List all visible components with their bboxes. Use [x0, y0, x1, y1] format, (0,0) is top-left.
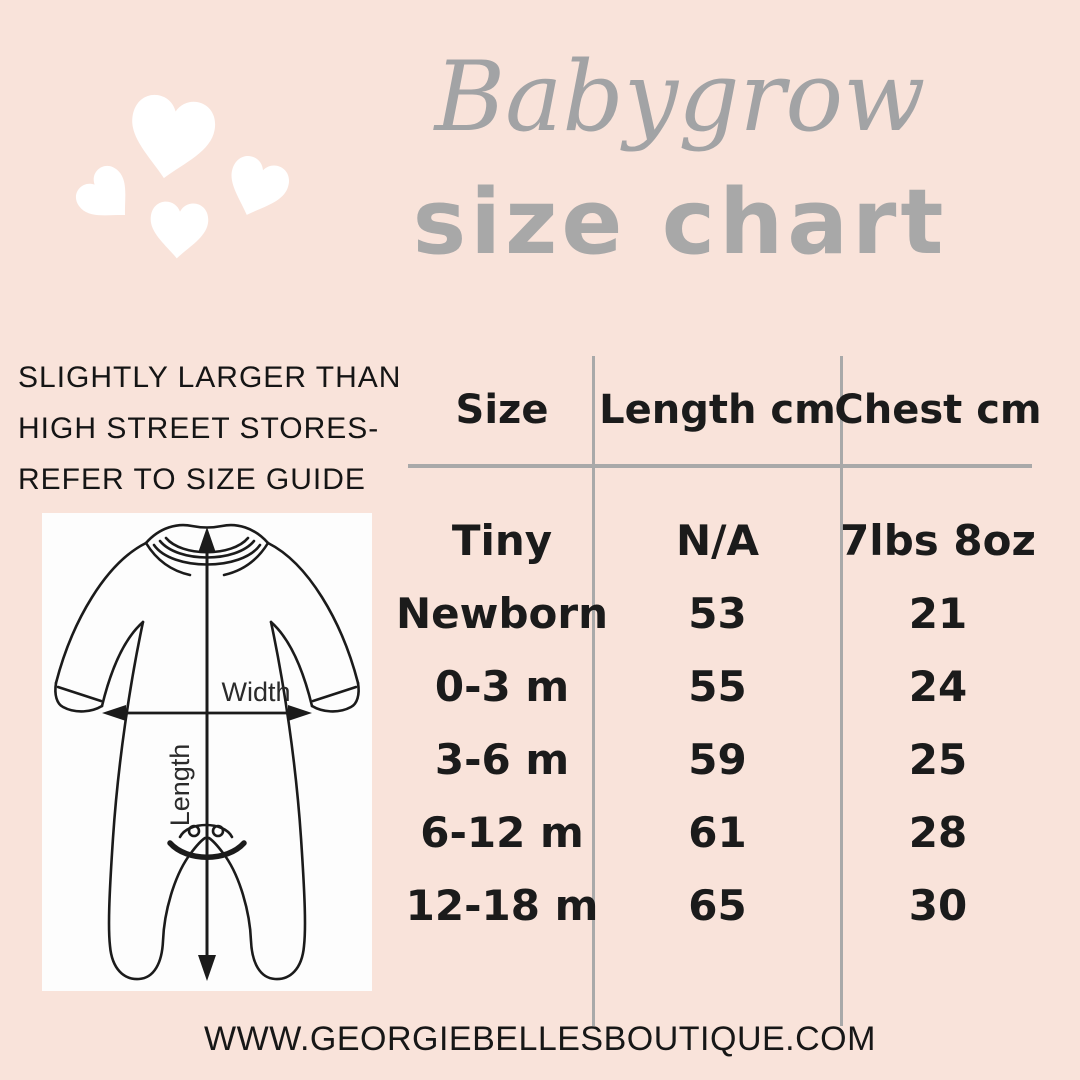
length-cell: 53	[688, 589, 747, 638]
column-size: Size Tiny Newborn 0-3 m 3-6 m 6-12 m 12-…	[396, 356, 608, 942]
chest-cell: 21	[908, 589, 968, 638]
width-label: Width	[221, 677, 290, 707]
heart-icon	[132, 94, 216, 179]
size-cell: 3-6 m	[434, 735, 570, 784]
length-cell: 55	[688, 662, 747, 711]
table-divider	[592, 356, 595, 1026]
size-note-line: HIGH STREET STORES-	[18, 412, 380, 445]
size-note-line: SLIGHTLY LARGER THAN	[18, 361, 402, 394]
chest-cell: 7lbs 8oz	[840, 516, 1036, 565]
column-header-size: Size	[455, 387, 549, 433]
length-cell: 65	[688, 881, 747, 930]
size-cell: Tiny	[451, 516, 553, 565]
column-header-chest: Chest cm	[834, 387, 1042, 433]
heart-icon	[231, 156, 290, 215]
heart-icon	[150, 201, 209, 259]
table-divider	[840, 356, 843, 1026]
column-length: Length cm N/A 53 55 59 61 65	[595, 356, 840, 942]
table-header-underline	[408, 464, 1032, 468]
length-cell: N/A	[676, 516, 759, 565]
size-cell: 12-18 m	[405, 881, 599, 930]
length-cell: 59	[688, 735, 747, 784]
width-arrow	[102, 705, 312, 721]
size-cell: 6-12 m	[420, 808, 584, 857]
website-footer: WWW.GEORGIEBELLESBOUTIQUE.COM	[204, 1020, 876, 1058]
page-title: size chart	[412, 170, 948, 275]
column-header-length: Length cm	[599, 387, 836, 433]
script-title: Babygrow	[434, 41, 926, 153]
size-cell: Newborn	[396, 589, 608, 638]
hearts-decoration	[76, 94, 290, 259]
size-note-line: REFER TO SIZE GUIDE	[18, 463, 366, 496]
length-arrow	[198, 527, 216, 981]
length-cell: 61	[688, 808, 747, 857]
chest-cell: 28	[908, 808, 968, 857]
size-cell: 0-3 m	[434, 662, 570, 711]
chest-cell: 30	[908, 881, 968, 930]
chest-cell: 24	[908, 662, 968, 711]
size-note: SLIGHTLY LARGER THAN HIGH STREET STORES-…	[18, 352, 448, 505]
column-chest: Chest cm 7lbs 8oz 21 24 25 28 30	[834, 356, 1041, 942]
babygrow-diagram: Width Length	[42, 513, 372, 991]
heart-icon	[76, 166, 126, 216]
chest-cell: 25	[908, 735, 968, 784]
length-label: Length	[165, 744, 195, 827]
